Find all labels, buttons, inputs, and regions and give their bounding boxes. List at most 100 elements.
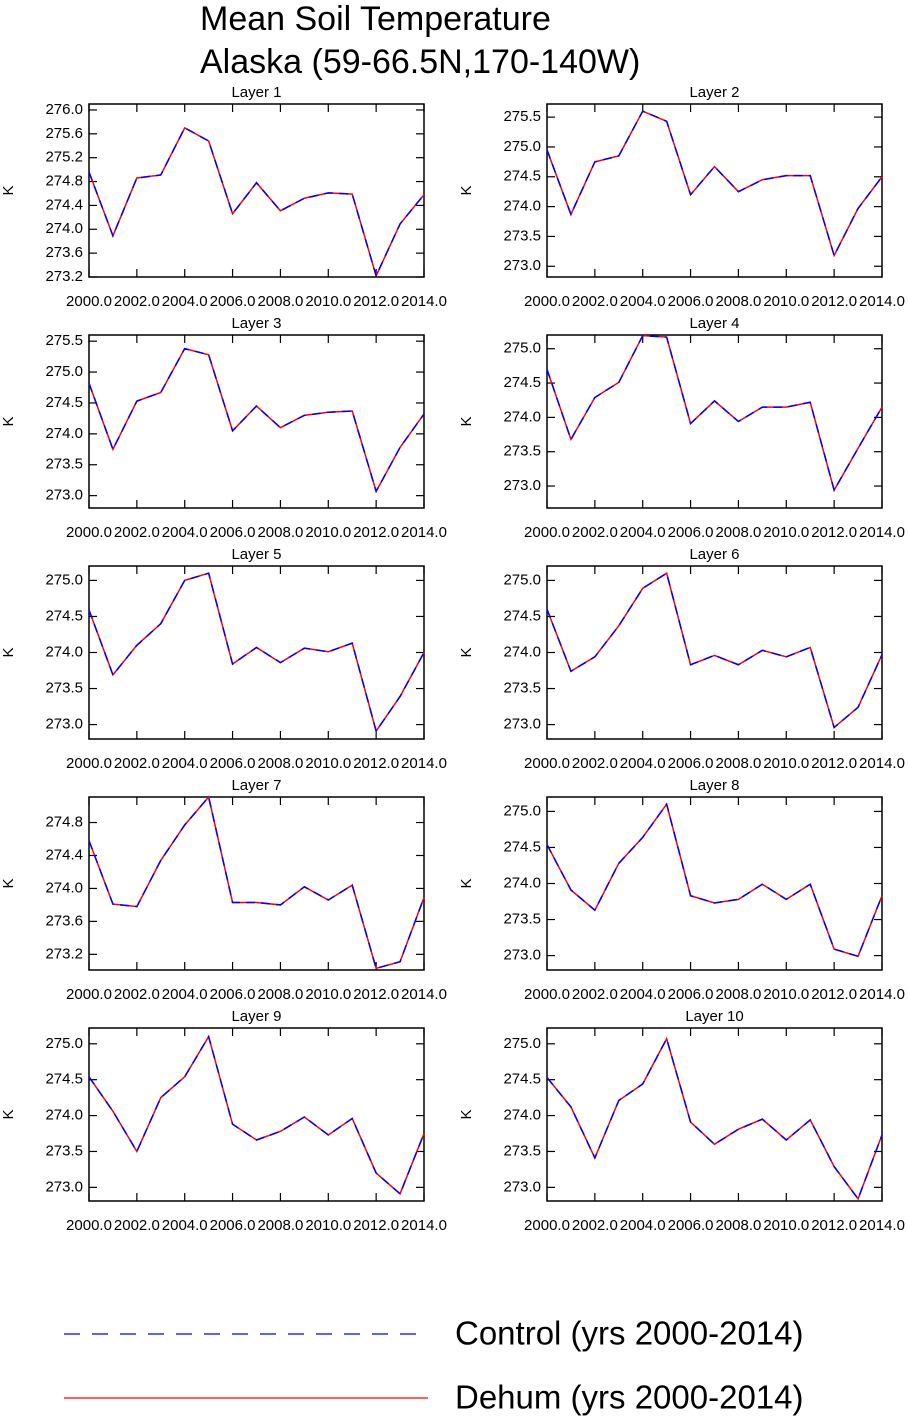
y-tick-label: 276.0 bbox=[45, 101, 83, 118]
plot-frame bbox=[88, 334, 425, 509]
panel-title: Layer 4 bbox=[689, 315, 739, 332]
x-tick-label: 2004.0 bbox=[162, 986, 208, 1003]
x-tick-label: 2004.0 bbox=[620, 524, 666, 541]
x-tick-label: 2002.0 bbox=[572, 524, 618, 541]
x-tick-label: 2000.0 bbox=[524, 986, 570, 1003]
x-tick-label: 2006.0 bbox=[668, 986, 714, 1003]
x-tick-label: 2014.0 bbox=[859, 755, 905, 772]
x-tick-label: 2004.0 bbox=[162, 755, 208, 772]
y-axis-label: K bbox=[458, 416, 475, 426]
x-tick-label: 2002.0 bbox=[572, 755, 618, 772]
x-tick-label: 2000.0 bbox=[524, 293, 570, 310]
x-tick-label: 2004.0 bbox=[620, 1217, 666, 1234]
y-tick-label: 273.5 bbox=[503, 443, 541, 460]
y-axis-label: K bbox=[0, 1109, 17, 1119]
series-line bbox=[88, 126, 425, 278]
series-line bbox=[546, 572, 883, 729]
x-tick-label: 2010.0 bbox=[305, 986, 351, 1003]
x-tick-label: 2002.0 bbox=[572, 293, 618, 310]
x-tick-label: 2004.0 bbox=[162, 1217, 208, 1234]
plot-frame bbox=[88, 796, 425, 971]
y-tick-label: 274.5 bbox=[503, 168, 541, 185]
y-tick-label: 274.5 bbox=[503, 838, 541, 855]
y-tick-label: 273.0 bbox=[45, 716, 83, 733]
x-tick-label: 2000.0 bbox=[524, 524, 570, 541]
y-tick-label: 275.0 bbox=[45, 1035, 83, 1052]
y-tick-label: 273.5 bbox=[503, 911, 541, 928]
y-tick-label: 274.0 bbox=[503, 408, 541, 425]
y-tick-label: 274.4 bbox=[45, 846, 83, 863]
y-axis-label: K bbox=[458, 647, 475, 657]
y-tick-label: 273.0 bbox=[503, 257, 541, 274]
x-tick-label: 2000.0 bbox=[66, 524, 112, 541]
y-tick-label: 274.8 bbox=[45, 814, 83, 831]
y-tick-label: 273.0 bbox=[45, 487, 83, 504]
y-tick-label: 274.0 bbox=[503, 643, 541, 660]
x-tick-label: 2014.0 bbox=[401, 986, 447, 1003]
y-tick-label: 274.0 bbox=[45, 220, 83, 237]
x-tick-label: 2008.0 bbox=[257, 1217, 303, 1234]
x-tick-label: 2014.0 bbox=[859, 986, 905, 1003]
y-tick-label: 273.0 bbox=[503, 947, 541, 964]
x-tick-label: 2010.0 bbox=[763, 986, 809, 1003]
x-tick-label: 2000.0 bbox=[66, 755, 112, 772]
x-tick-label: 2012.0 bbox=[353, 755, 399, 772]
panel-title: Layer 3 bbox=[231, 315, 281, 332]
x-tick-label: 2014.0 bbox=[401, 293, 447, 310]
y-tick-label: 275.5 bbox=[503, 108, 541, 125]
y-tick-label: 273.5 bbox=[503, 227, 541, 244]
x-tick-label: 2006.0 bbox=[210, 1217, 256, 1234]
x-tick-label: 2004.0 bbox=[620, 755, 666, 772]
x-tick-label: 2008.0 bbox=[715, 293, 761, 310]
x-tick-label: 2002.0 bbox=[572, 986, 618, 1003]
series-line bbox=[546, 334, 883, 493]
y-tick-label: 275.0 bbox=[503, 1035, 541, 1052]
x-tick-label: 2012.0 bbox=[811, 986, 857, 1003]
y-tick-label: 275.5 bbox=[45, 332, 83, 349]
plot-frame bbox=[88, 1027, 425, 1202]
x-tick-label: 2008.0 bbox=[715, 986, 761, 1003]
y-axis-label: K bbox=[458, 185, 475, 195]
y-tick-label: 275.0 bbox=[503, 138, 541, 155]
y-tick-label: 275.0 bbox=[503, 340, 541, 357]
x-tick-label: 2006.0 bbox=[668, 293, 714, 310]
x-tick-label: 2008.0 bbox=[257, 293, 303, 310]
x-tick-label: 2008.0 bbox=[257, 755, 303, 772]
x-tick-label: 2002.0 bbox=[572, 1217, 618, 1234]
panel-title: Layer 2 bbox=[689, 84, 739, 101]
figure-subtitle: Alaska (59-66.5N,170-140W) bbox=[200, 43, 640, 81]
x-tick-label: 2006.0 bbox=[668, 524, 714, 541]
x-tick-label: 2012.0 bbox=[353, 1217, 399, 1234]
plot-frame bbox=[546, 334, 883, 509]
x-tick-label: 2008.0 bbox=[715, 755, 761, 772]
y-tick-label: 273.0 bbox=[45, 1178, 83, 1195]
y-tick-label: 274.0 bbox=[503, 874, 541, 891]
x-tick-label: 2010.0 bbox=[763, 755, 809, 772]
y-tick-label: 274.0 bbox=[45, 425, 83, 442]
y-tick-label: 275.0 bbox=[503, 802, 541, 819]
y-axis-label: K bbox=[0, 878, 17, 888]
x-tick-label: 2002.0 bbox=[114, 986, 160, 1003]
x-tick-label: 2010.0 bbox=[763, 524, 809, 541]
x-tick-label: 2014.0 bbox=[859, 1217, 905, 1234]
x-tick-label: 2002.0 bbox=[114, 1217, 160, 1234]
plot-frame bbox=[546, 103, 883, 278]
x-tick-label: 2000.0 bbox=[524, 755, 570, 772]
x-tick-label: 2006.0 bbox=[668, 755, 714, 772]
x-tick-label: 2006.0 bbox=[210, 293, 256, 310]
x-tick-label: 2012.0 bbox=[811, 293, 857, 310]
x-tick-label: 2014.0 bbox=[859, 293, 905, 310]
x-tick-label: 2004.0 bbox=[162, 293, 208, 310]
series-line bbox=[546, 1036, 883, 1201]
x-tick-label: 2012.0 bbox=[811, 755, 857, 772]
x-tick-label: 2006.0 bbox=[210, 524, 256, 541]
panel-title: Layer 5 bbox=[231, 546, 281, 563]
x-tick-label: 2010.0 bbox=[305, 1217, 351, 1234]
y-tick-label: 274.5 bbox=[45, 394, 83, 411]
x-tick-label: 2010.0 bbox=[305, 293, 351, 310]
y-tick-label: 273.6 bbox=[45, 912, 83, 929]
y-tick-label: 275.0 bbox=[503, 571, 541, 588]
x-tick-label: 2014.0 bbox=[401, 524, 447, 541]
